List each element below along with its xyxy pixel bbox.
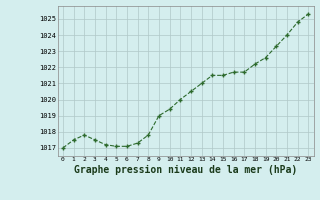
X-axis label: Graphe pression niveau de la mer (hPa): Graphe pression niveau de la mer (hPa) [74, 165, 297, 175]
